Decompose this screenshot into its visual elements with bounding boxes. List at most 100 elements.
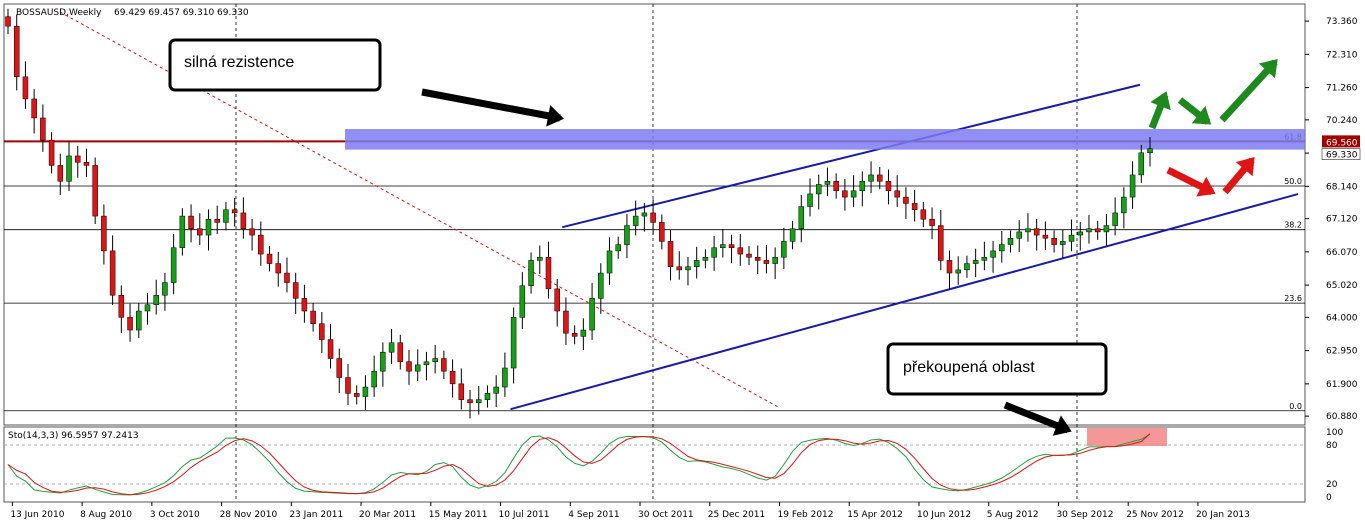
candle-body: [48, 139, 55, 166]
candle-body: [1103, 225, 1110, 233]
candle-body: [170, 247, 177, 283]
stoch-level-label: 20: [1326, 480, 1338, 490]
candle-body: [763, 260, 770, 264]
candle-body: [772, 256, 778, 264]
time-axis-label: 13 Jun 2010: [10, 510, 64, 520]
candle-body: [929, 218, 935, 226]
overbought-zone: [1087, 428, 1167, 446]
candle-body: [266, 253, 273, 264]
candle-body: [606, 250, 613, 274]
candle-body: [842, 190, 848, 198]
candle-body: [406, 361, 412, 372]
candle-body: [275, 263, 281, 274]
time-axis-label: 28 Nov 2010: [220, 510, 278, 520]
price-axis-label: 64.000: [1326, 313, 1358, 323]
time-axis-label: 4 Sep 2011: [568, 510, 619, 520]
candle-body: [528, 260, 534, 286]
time-axis-label: 30 Oct 2011: [638, 510, 694, 520]
candle-body: [815, 184, 822, 195]
resistance-zone: [345, 129, 1305, 150]
candle-body: [397, 342, 404, 362]
candle-body: [362, 386, 369, 397]
price-axis-label: 73.360: [1326, 17, 1358, 27]
candle-body: [693, 260, 700, 267]
candle-body: [807, 193, 813, 207]
candle-body: [432, 358, 438, 362]
candle-body: [1094, 228, 1101, 233]
time-axis-label: 25 Nov 2012: [1126, 510, 1184, 520]
price-axis-label: 72.310: [1326, 50, 1358, 60]
candle-body: [632, 215, 639, 226]
candle-body: [972, 260, 979, 264]
candle-body: [336, 358, 343, 378]
candle-body: [301, 298, 308, 312]
candle-body: [1147, 148, 1153, 154]
candle-body: [414, 364, 421, 372]
price-axis-label: 71.260: [1326, 84, 1358, 94]
stoch-k-line: [7, 433, 1151, 496]
candle-body: [1138, 152, 1145, 176]
stoch-level-label: 100: [1326, 428, 1343, 438]
candle-body: [781, 241, 787, 258]
candle-body: [1051, 237, 1057, 245]
time-axis-label: 23 Jan 2011: [289, 510, 343, 520]
red-arrow-up-head: [1235, 156, 1255, 177]
time-axis-label: 20 Mar 2011: [359, 510, 416, 520]
candle-body: [964, 263, 970, 271]
green-arrow-down: [1177, 97, 1212, 125]
current-price-value: 69.560: [1326, 138, 1358, 148]
candle-body: [231, 209, 238, 214]
candle-body: [650, 212, 656, 223]
red-arrow-up: [1222, 156, 1255, 195]
green-arrow-up-1: [1148, 91, 1171, 130]
candle-body: [510, 317, 517, 369]
candle-body: [66, 155, 72, 182]
green-arrow-up-2: [1219, 59, 1278, 123]
fib-level-label: 38.2: [1284, 221, 1302, 230]
candle-body: [789, 228, 796, 242]
price-axis-label: 70.240: [1326, 116, 1358, 126]
candle-body: [624, 225, 630, 245]
candle-body: [22, 76, 29, 100]
candle-body: [127, 317, 133, 331]
overbought-callout-text: překoupená oblast: [903, 359, 1035, 376]
candle-body: [598, 272, 604, 299]
chart-ohlc-values: 69.429 69.457 69.310 69.330: [114, 8, 249, 18]
candle-body: [571, 332, 578, 337]
candle-body: [1121, 196, 1127, 214]
candle-body: [868, 174, 874, 182]
candle-body: [118, 294, 125, 318]
candle-body: [101, 215, 107, 252]
candle-body: [580, 329, 587, 337]
fib-level-label: 0.0: [1289, 402, 1302, 411]
candle-body: [911, 203, 918, 211]
candle-body: [615, 244, 621, 252]
candle-body: [737, 247, 744, 255]
stoch-level-label: 0: [1326, 493, 1332, 503]
candle-body: [955, 269, 961, 274]
time-axis-label: 8 Aug 2010: [80, 510, 132, 520]
price-axis-label: 60.880: [1326, 412, 1358, 422]
channel-lower-line: [510, 193, 1299, 411]
candle-body: [641, 212, 648, 217]
candle-body: [467, 399, 473, 404]
candle-body: [40, 117, 46, 141]
candle-body: [310, 310, 316, 324]
arrow-to-resistance-shaft: [421, 88, 561, 122]
chart-symbol-label: BOSSAUSD,Weekly: [16, 8, 102, 18]
candle-body: [144, 304, 151, 312]
candle-body: [475, 399, 482, 404]
candle-body: [946, 260, 953, 274]
price-axis-label: 66.070: [1326, 248, 1358, 258]
time-axis-label: 3 Oct 2010: [150, 510, 200, 520]
candle-body: [153, 294, 159, 305]
candle-body: [519, 285, 526, 318]
candle-body: [990, 250, 996, 258]
candle-body: [833, 181, 839, 192]
time-axis-label: 25 Dec 2011: [708, 510, 766, 520]
candle-body: [728, 244, 735, 248]
candle-body: [563, 310, 569, 334]
fib-level-label: 50.0: [1284, 177, 1302, 186]
